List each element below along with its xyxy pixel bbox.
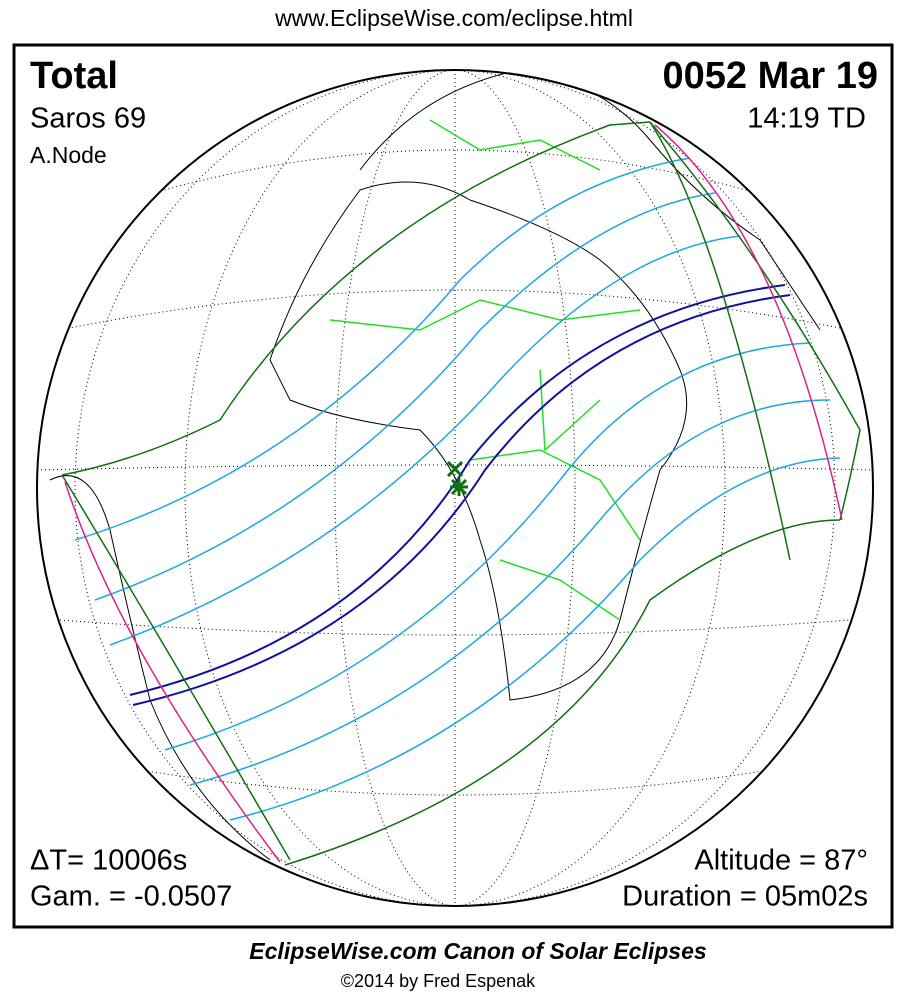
rise-set-lines (64, 124, 843, 863)
path-limit (132, 294, 791, 706)
time-lines (74, 157, 841, 821)
graticule (37, 70, 873, 906)
penumbra-limits (61, 121, 861, 866)
limit (649, 121, 861, 521)
copyright: ©2014 by Fred Espenak (341, 971, 536, 991)
parallel (37, 464, 873, 471)
time-line (189, 399, 831, 786)
gamma: Gam. = -0.0507 (30, 881, 232, 913)
star-mark (450, 478, 468, 496)
limit (649, 121, 791, 561)
border (429, 119, 601, 171)
meridian (334, 70, 576, 906)
path-limit (129, 284, 786, 696)
rise-line (64, 481, 281, 863)
url: www.EclipseWise.com/eclipse.html (274, 5, 633, 31)
eclipse-type: Total (30, 55, 118, 97)
time-line (164, 342, 811, 751)
duration: Duration = 05m02s (622, 881, 868, 913)
meridian (184, 70, 726, 906)
time: 14:19 TD (747, 103, 866, 135)
set-line (654, 124, 843, 521)
limit (61, 121, 651, 476)
time-line (109, 235, 741, 646)
globe (36, 69, 874, 907)
node: A.Node (30, 142, 107, 168)
parallel (139, 769, 771, 796)
date: 0052 Mar 19 (663, 55, 879, 97)
border (499, 559, 621, 621)
saros: Saros 69 (30, 103, 146, 135)
frame (12, 43, 894, 929)
limit (284, 519, 841, 866)
parallel (59, 289, 851, 331)
borders (329, 119, 641, 621)
limit (61, 474, 291, 861)
time-line (74, 157, 691, 541)
time-line (229, 457, 841, 821)
border (329, 299, 641, 331)
footer-title: EclipseWise.com Canon of Solar Eclipses (249, 938, 706, 964)
greatest-eclipse (446, 460, 468, 496)
eurasia-coast (359, 70, 821, 331)
cross-mark (446, 460, 464, 478)
border (539, 369, 601, 452)
altitude: Altitude = 87° (694, 845, 868, 877)
central-path (129, 284, 791, 706)
delta-t: ΔT= 10006s (30, 845, 187, 877)
border (469, 449, 641, 541)
time-line (94, 192, 716, 601)
